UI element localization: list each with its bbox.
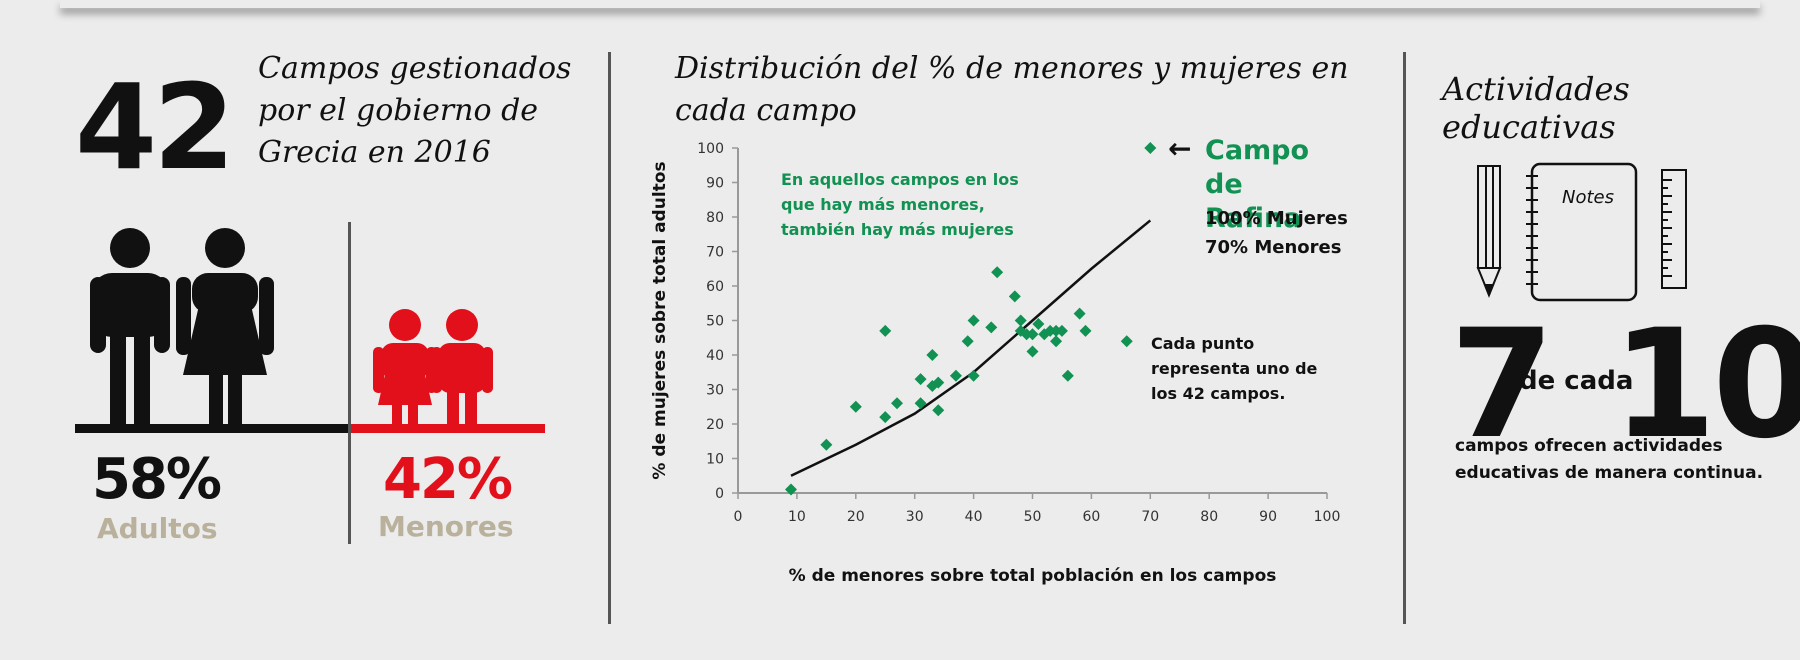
x-tick-label: 30 — [906, 509, 924, 525]
data-point — [1055, 324, 1068, 337]
x-tick-label: 20 — [847, 509, 865, 525]
y-tick-label: 60 — [706, 279, 724, 295]
y-tick-label: 40 — [706, 348, 724, 364]
arrow-left-icon: ← — [1168, 132, 1192, 165]
y-tick-label: 100 — [697, 141, 724, 157]
child-boy-icon — [431, 309, 493, 425]
x-tick-label: 80 — [1200, 509, 1218, 525]
y-tick-label: 50 — [706, 314, 724, 330]
left-inner-divider — [348, 222, 351, 544]
y-tick-label: 20 — [706, 417, 724, 433]
x-tick-label: 0 — [734, 509, 743, 525]
data-point — [1050, 335, 1063, 348]
top-shadow-bar — [60, 0, 1760, 8]
data-point — [926, 380, 939, 393]
data-point — [1120, 335, 1133, 348]
y-axis-label: % de mujeres sobre total adultos — [650, 161, 670, 479]
data-point — [926, 349, 939, 361]
adults-percent: 58% — [92, 447, 222, 512]
y-tick-label: 0 — [715, 486, 724, 502]
data-point — [914, 397, 927, 410]
y-tick-label: 70 — [706, 245, 724, 261]
divider-1 — [608, 52, 611, 624]
data-point — [991, 266, 1004, 279]
stat-seven: 7 — [1450, 298, 1554, 472]
data-point — [949, 369, 962, 382]
y-tick-label: 30 — [706, 383, 724, 399]
data-point — [1073, 307, 1086, 320]
data-point — [967, 314, 980, 327]
data-point — [932, 404, 945, 417]
data-point — [1061, 369, 1074, 382]
data-point — [1038, 328, 1051, 341]
data-point — [1026, 345, 1039, 358]
data-point — [961, 335, 974, 348]
chart-title: Distribución del % de menores y mujeres … — [675, 51, 1349, 128]
x-tick-label: 50 — [1024, 509, 1042, 525]
x-tick-label: 10 — [788, 509, 806, 525]
point-note: Cada punto representa uno de los 42 camp… — [1151, 334, 1318, 403]
x-tick-label: 70 — [1141, 509, 1159, 525]
y-tick-label: 10 — [706, 452, 724, 468]
child-girl-icon — [373, 309, 437, 425]
trend-line — [790, 219, 1152, 477]
rafina-minors: 70% Menores — [1205, 237, 1342, 258]
stat-de-cada: de cada — [1519, 366, 1634, 396]
data-point — [1079, 324, 1092, 337]
divider-2 — [1403, 52, 1406, 624]
minors-label: Menores — [378, 510, 514, 543]
data-point — [820, 438, 833, 451]
y-tick-label: 80 — [706, 210, 724, 226]
minors-bar — [350, 424, 545, 433]
data-point — [879, 324, 892, 337]
notebook-icon — [1526, 162, 1638, 302]
data-point — [1032, 317, 1045, 330]
scatter-chart: 0 10 20 30 40 50 60 70 80 90 100 0 10 20 30 40 50 60 70 80 9… — [650, 141, 1341, 586]
data-point — [891, 397, 904, 410]
adults-label: Adultos — [97, 512, 218, 545]
stat-ten: 10 — [1612, 298, 1800, 472]
x-tick-label: 90 — [1259, 509, 1277, 525]
data-point — [1014, 314, 1027, 327]
data-point — [785, 483, 798, 496]
data-point — [1008, 290, 1021, 303]
x-tick-label: 100 — [1314, 509, 1341, 525]
rafina-callout-title: Campo de Rafina — [1205, 135, 1310, 234]
data-point — [967, 369, 980, 382]
population-figures — [75, 228, 545, 433]
data-point — [932, 376, 945, 389]
chart-annotation: En aquellos campos en los que hay más me… — [781, 170, 1019, 239]
data-point — [985, 321, 998, 334]
notebook-label: Notes — [1562, 187, 1614, 208]
ruler-icon — [1661, 169, 1687, 289]
activities-title: Actividades educativas — [1442, 70, 1630, 146]
rafina-women: 100% Mujeres — [1205, 208, 1348, 229]
adults-bar — [75, 424, 350, 433]
camps-count: 42 — [75, 58, 235, 196]
y-tick-label: 90 — [706, 176, 724, 192]
adult-woman-icon — [176, 228, 274, 425]
data-point — [879, 411, 892, 424]
adult-man-icon — [90, 228, 170, 425]
data-point — [1144, 142, 1157, 154]
minors-percent: 42% — [383, 447, 513, 512]
data-point — [1026, 328, 1039, 341]
data-point — [849, 400, 862, 413]
x-tick-label: 40 — [965, 509, 983, 525]
x-axis-label: % de menores sobre total población en lo… — [789, 566, 1277, 586]
pencil-icon — [1476, 165, 1502, 298]
school-supplies: Notes — [1476, 162, 1687, 302]
data-point — [914, 373, 927, 386]
camps-title: Campos gestionados por el gobierno de Gr… — [258, 51, 572, 170]
x-tick-label: 60 — [1082, 509, 1100, 525]
activities-caption: campos ofrecen actividades educativas de… — [1455, 436, 1764, 483]
